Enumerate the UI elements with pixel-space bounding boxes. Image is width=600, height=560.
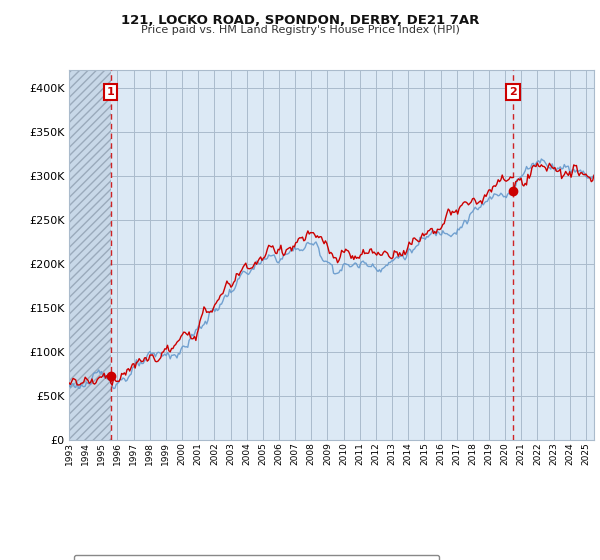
Bar xyxy=(69,70,110,440)
Text: Price paid vs. HM Land Registry's House Price Index (HPI): Price paid vs. HM Land Registry's House … xyxy=(140,25,460,35)
Text: 121, LOCKO ROAD, SPONDON, DERBY, DE21 7AR: 121, LOCKO ROAD, SPONDON, DERBY, DE21 7A… xyxy=(121,14,479,27)
Text: 1: 1 xyxy=(107,87,115,97)
Legend: 121, LOCKO ROAD, SPONDON, DERBY, DE21 7AR (detached house), HPI: Average price, : 121, LOCKO ROAD, SPONDON, DERBY, DE21 7A… xyxy=(74,556,439,560)
Text: 2: 2 xyxy=(509,87,517,97)
